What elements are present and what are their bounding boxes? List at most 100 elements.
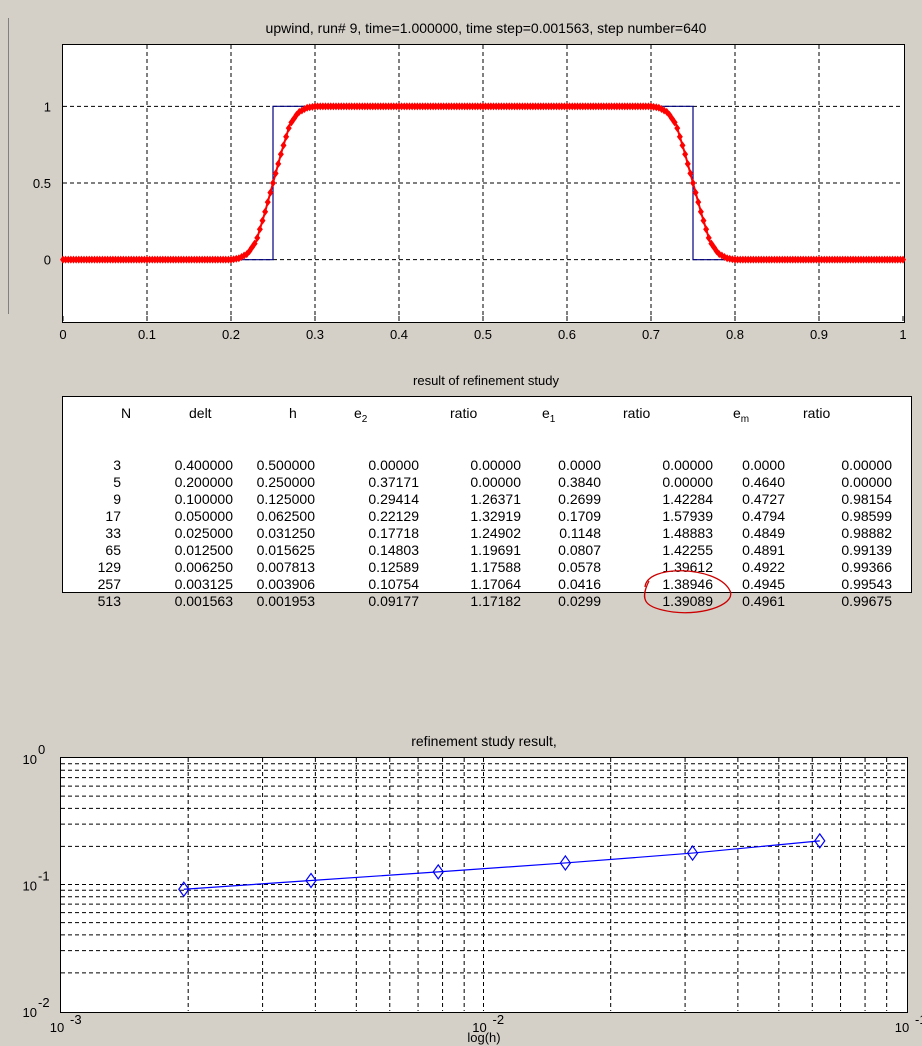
table-cell: 0.00000 [470, 474, 521, 490]
table-annotation-layer [643, 570, 732, 614]
table-cell: 0.001953 [256, 593, 315, 609]
table-header-cell: delt [189, 405, 212, 421]
bottom-ytick-label: 10 [23, 752, 37, 767]
table-cell: 0.050000 [174, 508, 233, 524]
table-header-subscript: m [740, 414, 750, 425]
table-cell: 0.4849 [742, 525, 785, 541]
table-cell: 1.57939 [662, 508, 713, 524]
table-cell: 0.99543 [841, 576, 892, 592]
table-cell: 5 [113, 474, 121, 490]
table-cell: 0.006250 [174, 559, 233, 575]
table-cell: 0.4945 [742, 576, 785, 592]
table-cell: 129 [97, 559, 121, 575]
window-edge [8, 18, 11, 314]
table-cell: 0.062500 [256, 508, 315, 524]
table-cell: 1.42284 [662, 491, 713, 507]
table-header-label: ratio [623, 405, 651, 421]
table-cell: 0.0578 [558, 559, 601, 575]
table-cell: 0.0000 [742, 457, 785, 473]
table-cell: 0.007813 [256, 559, 315, 575]
table-header-cell: ratio [450, 405, 477, 421]
table-cell: 0.003125 [174, 576, 233, 592]
table-cell: 0.0000 [558, 457, 601, 473]
table-cell: 0.250000 [256, 474, 315, 490]
table-cell: 0.1148 [559, 525, 601, 541]
table-cell: 1.39089 [662, 593, 713, 609]
table-title: result of refinement study [413, 373, 559, 388]
table-cell: 0.001563 [174, 593, 233, 609]
top-ytick-label: 1 [44, 99, 51, 114]
table-cell: 0.2699 [558, 491, 601, 507]
table-header-label: e [733, 405, 741, 421]
top-xtick-label: 0.8 [726, 327, 744, 342]
table-cell: 33 [105, 525, 121, 541]
table-cell: 0.100000 [174, 491, 233, 507]
table-cell: 3 [113, 457, 121, 473]
table-header-label: ratio [803, 405, 831, 421]
table-cell: 0.00000 [662, 457, 713, 473]
table-header-label: N [121, 405, 132, 421]
table-cell: 1.17182 [470, 593, 521, 609]
table-cell: 0.99139 [841, 542, 892, 558]
table-header-subscript: 1 [549, 414, 556, 425]
bottom-ytick-exponent: -1 [38, 869, 50, 884]
table-cell: 0.98599 [841, 508, 892, 524]
table-cell: 0.4794 [742, 508, 785, 524]
table-cell: 0.500000 [256, 457, 315, 473]
top-xtick-label: 0.5 [474, 327, 492, 342]
bottom-ytick-label: 10 [23, 879, 37, 894]
table-cell: 0.4640 [742, 474, 785, 490]
table-cell: 0.200000 [174, 474, 233, 490]
table-cell: 1.17064 [470, 576, 521, 592]
table-cell: 1.26371 [470, 491, 521, 507]
top-ytick-label: 0.5 [33, 176, 51, 191]
top-xtick-label: 0.2 [222, 327, 240, 342]
table-header-cell: ratio [803, 405, 830, 421]
table-cell: 513 [97, 593, 121, 609]
table-cell: 0.98882 [841, 525, 892, 541]
table-cell: 0.00000 [470, 457, 521, 473]
table-cell: 0.125000 [256, 491, 315, 507]
table-cell: 0.3840 [558, 474, 601, 490]
table-cell: 0.00000 [841, 474, 892, 490]
table-cell: 65 [105, 542, 121, 558]
table-cell: 0.00000 [368, 457, 419, 473]
table-cell: 0.031250 [256, 525, 315, 541]
hand-drawn-circle [643, 570, 732, 614]
table-cell: 0.400000 [174, 457, 233, 473]
top-plot-title: upwind, run# 9, time=1.000000, time step… [265, 20, 707, 36]
bottom-ytick-label: 10 [23, 1005, 37, 1020]
table-cell: 1.48883 [662, 525, 713, 541]
table-header-cell: ratio [623, 405, 650, 421]
table-header-label: delt [189, 405, 212, 421]
table-cell: 0.4727 [742, 491, 785, 507]
table-header-label: h [289, 405, 297, 421]
table-header-cell: h [289, 405, 297, 421]
table-header-cell: N [121, 405, 131, 421]
bottom-ytick-exponent: 0 [38, 742, 45, 757]
table-cell: 0.29414 [368, 491, 419, 507]
table-cell: 9 [113, 491, 121, 507]
table-cell: 0.0299 [558, 593, 601, 609]
table-header-label: ratio [450, 405, 478, 421]
table-header-cell: em [733, 405, 749, 425]
bottom-xtick-exponent: -3 [70, 1012, 82, 1027]
table-header-subscript: 2 [361, 414, 368, 425]
table-cell: 0.14803 [368, 542, 419, 558]
table-cell: 0.012500 [174, 542, 233, 558]
bottom-plot-xlabel: log(h) [467, 1030, 501, 1045]
table-cell: 0.0807 [558, 542, 601, 558]
table-cell: 1.24902 [470, 525, 521, 541]
table-cell: 0.17718 [368, 525, 419, 541]
table-cell: 17 [105, 508, 121, 524]
table-cell: 0.0416 [558, 576, 601, 592]
top-xtick-label: 0.3 [306, 327, 324, 342]
table-cell: 0.1709 [558, 508, 601, 524]
table-header-label: e [542, 405, 550, 421]
table-cell: 0.09177 [368, 593, 419, 609]
top-xtick-label: 0.6 [558, 327, 576, 342]
table-cell: 0.00000 [662, 474, 713, 490]
table-cell: 0.99366 [841, 559, 892, 575]
table-cell: 1.38946 [662, 576, 713, 592]
